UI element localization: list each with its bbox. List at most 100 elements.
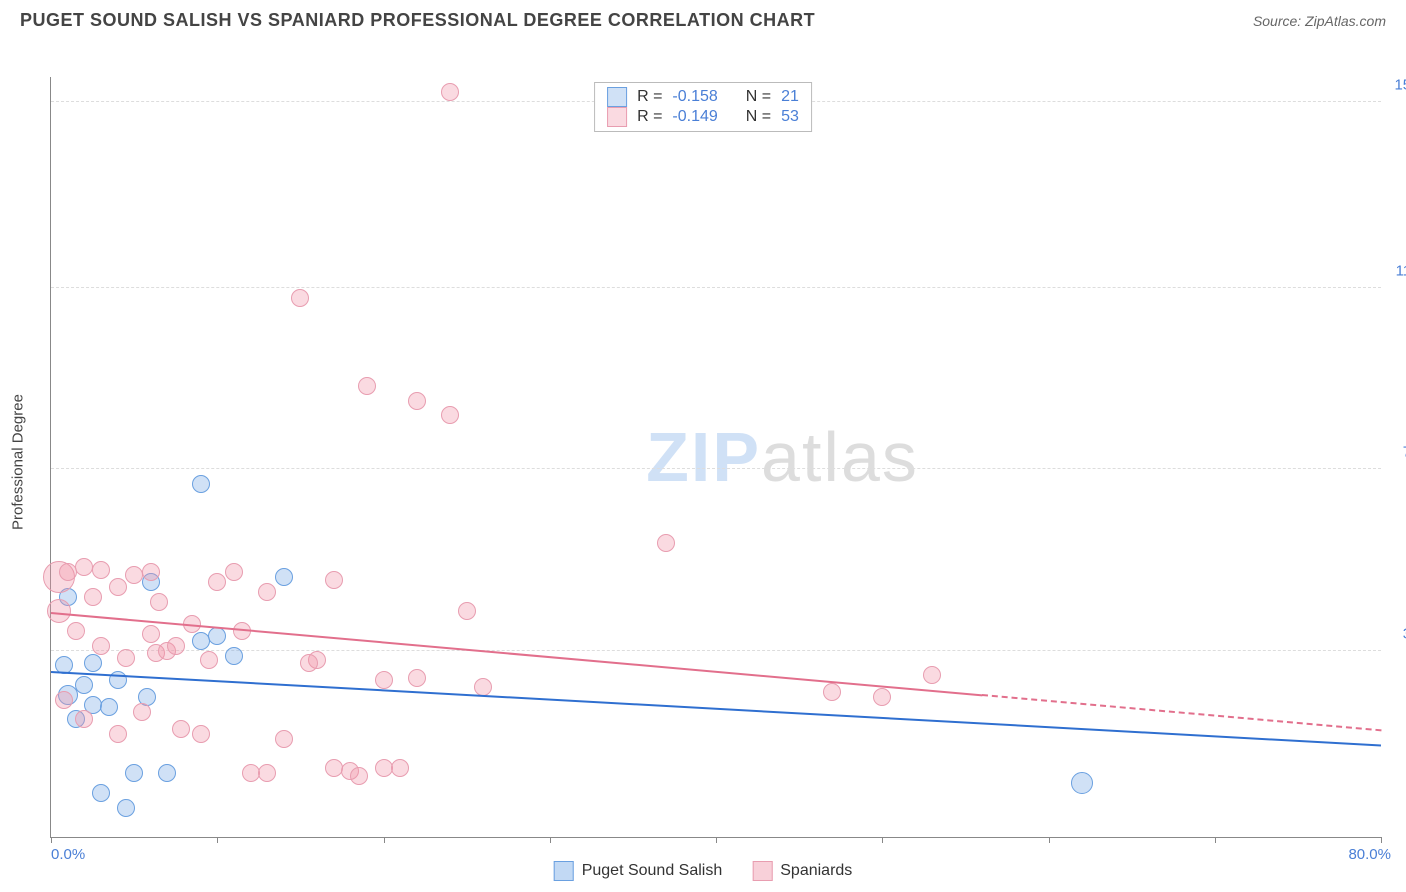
data-point [172, 720, 190, 738]
data-point [192, 632, 210, 650]
data-point [258, 764, 276, 782]
r-value: -0.158 [672, 88, 717, 106]
gridline [51, 287, 1381, 288]
data-point [242, 764, 260, 782]
r-label: R = [637, 88, 662, 106]
source-name: ZipAtlas.com [1305, 13, 1386, 29]
data-point [375, 671, 393, 689]
data-point [823, 683, 841, 701]
data-point [59, 563, 77, 581]
x-tick [1215, 837, 1216, 843]
data-point [258, 583, 276, 601]
n-label: N = [746, 88, 771, 106]
header: PUGET SOUND SALISH VS SPANIARD PROFESSIO… [0, 0, 1406, 37]
data-point [125, 566, 143, 584]
data-point [109, 578, 127, 596]
data-point [375, 759, 393, 777]
data-point [192, 725, 210, 743]
data-point [408, 669, 426, 687]
legend-correlation-row: R = -0.158 N = 21 [607, 87, 799, 107]
legend-series: Puget Sound Salish Spaniards [554, 861, 853, 881]
x-tick [550, 837, 551, 843]
x-tick [1049, 837, 1050, 843]
source-prefix: Source: [1253, 13, 1305, 29]
data-point [200, 651, 218, 669]
x-tick [1381, 837, 1382, 843]
data-point [358, 377, 376, 395]
x-range-min: 0.0% [51, 846, 85, 863]
legend-swatch [752, 861, 772, 881]
watermark-part1: ZIP [646, 418, 761, 496]
data-point [325, 571, 343, 589]
plot-area: ZIPatlas 3.8%7.5%11.2%15.0%0.0%80.0% [50, 77, 1381, 838]
data-point [75, 676, 93, 694]
legend-series-item: Puget Sound Salish [554, 861, 723, 881]
data-point [225, 647, 243, 665]
data-point [142, 625, 160, 643]
legend-series-label: Puget Sound Salish [582, 862, 723, 880]
x-tick [51, 837, 52, 843]
data-point [92, 561, 110, 579]
data-point [84, 654, 102, 672]
data-point [657, 534, 675, 552]
source-attribution: Source: ZipAtlas.com [1253, 13, 1386, 29]
trend-line [51, 612, 982, 696]
y-tick-label: 11.2% [1396, 262, 1406, 279]
r-value: -0.149 [672, 108, 717, 126]
data-point [350, 767, 368, 785]
data-point [325, 759, 343, 777]
data-point [873, 688, 891, 706]
legend-series-item: Spaniards [752, 861, 852, 881]
y-tick-label: 15.0% [1394, 76, 1406, 93]
data-point [75, 558, 93, 576]
data-point [291, 289, 309, 307]
data-point [117, 649, 135, 667]
data-point [84, 588, 102, 606]
data-point [150, 593, 168, 611]
chart-container: Professional Degree ZIPatlas 3.8%7.5%11.… [0, 37, 1406, 887]
data-point [55, 691, 73, 709]
data-point [167, 637, 185, 655]
data-point [109, 725, 127, 743]
legend-swatch [607, 87, 627, 107]
legend-swatch [554, 861, 574, 881]
legend-correlation-row: R = -0.149 N = 53 [607, 107, 799, 127]
watermark-part2: atlas [761, 418, 919, 496]
legend-series-label: Spaniards [780, 862, 852, 880]
data-point [441, 406, 459, 424]
legend-swatch [607, 107, 627, 127]
data-point [158, 764, 176, 782]
data-point [225, 563, 243, 581]
data-point [275, 730, 293, 748]
data-point [208, 573, 226, 591]
data-point [67, 622, 85, 640]
n-value: 21 [781, 88, 799, 106]
data-point [275, 568, 293, 586]
data-point [142, 563, 160, 581]
data-point [125, 764, 143, 782]
n-value: 53 [781, 108, 799, 126]
legend-correlation: R = -0.158 N = 21 R = -0.149 N = 53 [594, 82, 812, 132]
gridline [51, 468, 1381, 469]
data-point [458, 602, 476, 620]
data-point [208, 627, 226, 645]
data-point [441, 83, 459, 101]
data-point [117, 799, 135, 817]
data-point [408, 392, 426, 410]
data-point [133, 703, 151, 721]
x-tick [384, 837, 385, 843]
data-point [75, 710, 93, 728]
data-point [1071, 772, 1093, 794]
data-point [391, 759, 409, 777]
r-label: R = [637, 108, 662, 126]
x-tick [882, 837, 883, 843]
chart-title: PUGET SOUND SALISH VS SPANIARD PROFESSIO… [20, 10, 815, 31]
n-label: N = [746, 108, 771, 126]
gridline [51, 650, 1381, 651]
x-tick [217, 837, 218, 843]
data-point [92, 637, 110, 655]
data-point [923, 666, 941, 684]
data-point [100, 698, 118, 716]
data-point [92, 784, 110, 802]
x-tick [716, 837, 717, 843]
